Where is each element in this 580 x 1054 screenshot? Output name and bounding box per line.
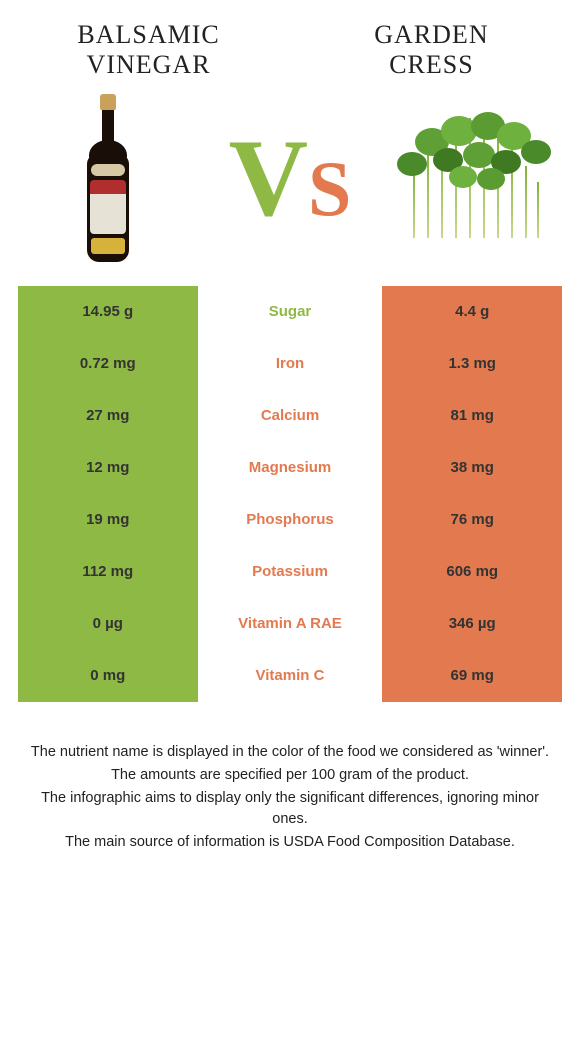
nutrient-name: Iron (198, 338, 383, 390)
nutrient-name: Sugar (198, 286, 383, 338)
value-right: 69 mg (382, 650, 562, 702)
title-right: Garden cress (301, 20, 562, 80)
header: Balsamic vinegar Garden cress (18, 20, 562, 80)
value-right: 606 mg (382, 546, 562, 598)
title-left-line1: Balsamic (77, 20, 219, 49)
nutrient-name: Calcium (198, 390, 383, 442)
hero-row: VS (18, 88, 562, 268)
cress-icon (387, 108, 557, 248)
nutrient-name: Phosphorus (198, 494, 383, 546)
image-balsamic-vinegar (18, 88, 198, 268)
footer-p4: The main source of information is USDA F… (24, 832, 556, 853)
table-row: 0 mgVitamin C69 mg (18, 650, 562, 702)
table-row: 0.72 mgIron1.3 mg (18, 338, 562, 390)
value-left: 19 mg (18, 494, 198, 546)
table-row: 27 mgCalcium81 mg (18, 390, 562, 442)
title-left: Balsamic vinegar (18, 20, 279, 80)
nutrient-name: Vitamin A RAE (198, 598, 383, 650)
value-right: 76 mg (382, 494, 562, 546)
table-row: 0 µgVitamin A RAE346 µg (18, 598, 562, 650)
footer-notes: The nutrient name is displayed in the co… (18, 742, 562, 853)
footer-p3: The infographic aims to display only the… (24, 788, 556, 830)
nutrient-name: Magnesium (198, 442, 383, 494)
value-right: 346 µg (382, 598, 562, 650)
image-garden-cress (382, 88, 562, 268)
nutrient-name: Vitamin C (198, 650, 383, 702)
table-row: 19 mgPhosphorus76 mg (18, 494, 562, 546)
value-right: 1.3 mg (382, 338, 562, 390)
value-left: 27 mg (18, 390, 198, 442)
value-left: 112 mg (18, 546, 198, 598)
value-right: 38 mg (382, 442, 562, 494)
nutrient-name: Potassium (198, 546, 383, 598)
value-left: 0.72 mg (18, 338, 198, 390)
value-right: 4.4 g (382, 286, 562, 338)
title-right-line1: Garden (374, 20, 488, 49)
value-left: 12 mg (18, 442, 198, 494)
vs-v: V (229, 117, 308, 239)
vs-s: S (308, 145, 351, 232)
footer-p2: The amounts are specified per 100 gram o… (24, 765, 556, 786)
bottle-icon (85, 94, 131, 262)
value-left: 0 mg (18, 650, 198, 702)
vs-label: VS (198, 123, 383, 233)
table-row: 14.95 gSugar4.4 g (18, 286, 562, 338)
title-left-line2: vinegar (87, 50, 211, 79)
title-right-line2: cress (389, 50, 474, 79)
value-left: 14.95 g (18, 286, 198, 338)
table-row: 112 mgPotassium606 mg (18, 546, 562, 598)
nutrient-table: 14.95 gSugar4.4 g0.72 mgIron1.3 mg27 mgC… (18, 286, 562, 702)
table-row: 12 mgMagnesium38 mg (18, 442, 562, 494)
footer-p1: The nutrient name is displayed in the co… (24, 742, 556, 763)
value-left: 0 µg (18, 598, 198, 650)
value-right: 81 mg (382, 390, 562, 442)
